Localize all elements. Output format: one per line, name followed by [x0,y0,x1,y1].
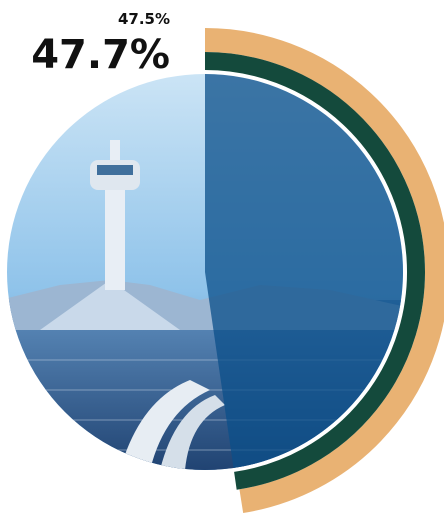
value-label: 47.5% [118,10,170,28]
progress-arc [204,52,425,490]
progress-arc [204,28,444,513]
value-label: 47.7% [31,32,170,78]
photo-overlay [205,74,403,468]
